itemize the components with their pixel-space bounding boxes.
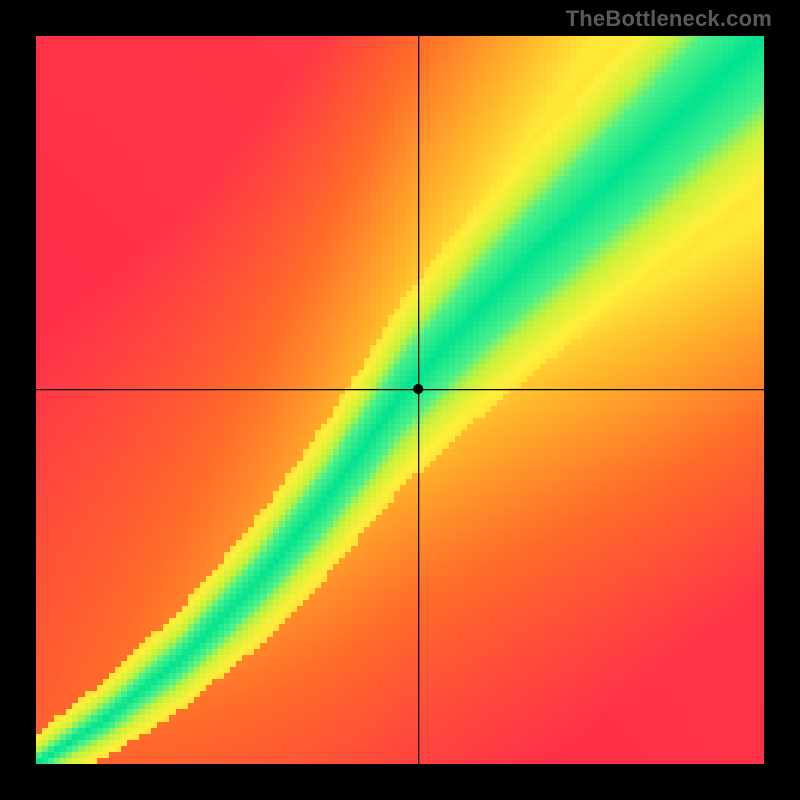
bottleneck-heatmap <box>36 36 764 764</box>
source-watermark: TheBottleneck.com <box>566 6 772 32</box>
